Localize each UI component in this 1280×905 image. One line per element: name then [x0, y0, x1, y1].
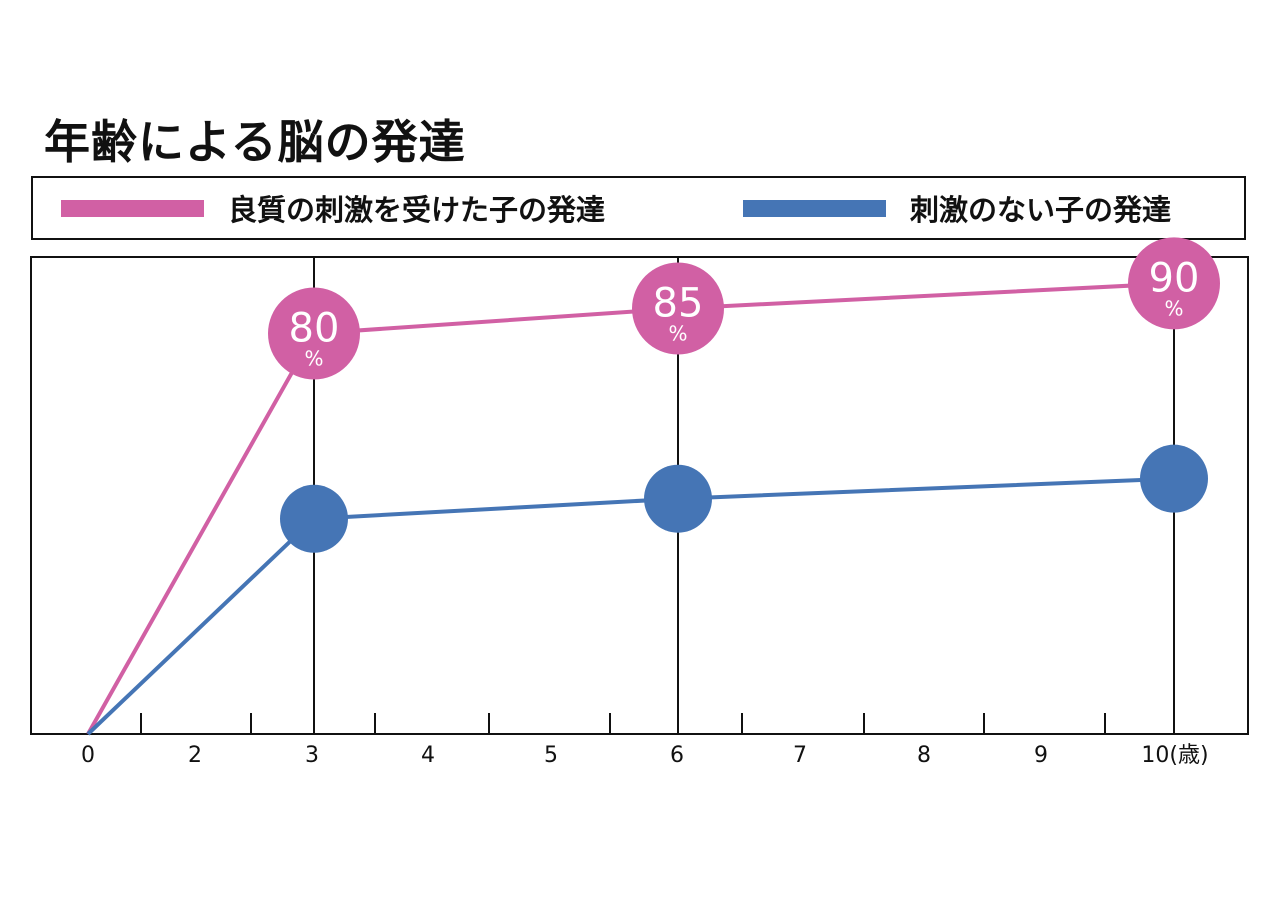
legend-label-unstimulated: 刺激のない子の発達 [910, 193, 1172, 227]
legend-swatch-unstimulated [743, 199, 886, 217]
data-label-unit: % [1164, 296, 1183, 320]
x-tick-label: 8 [917, 743, 931, 768]
legend-label-stimulated: 良質の刺激を受けた子の発達 [228, 193, 606, 227]
series-line-0 [86, 281, 1175, 735]
data-point-0 [268, 287, 360, 380]
data-point-0 [1128, 237, 1220, 330]
data-label-value: 80 [289, 305, 340, 351]
series-line-1 [86, 476, 1175, 736]
plot-frame [30, 256, 1249, 735]
x-tick-label: 10(歳) [1141, 743, 1208, 768]
x-tick-label: 9 [1034, 743, 1048, 768]
x-tick-label: 2 [188, 743, 202, 768]
legend: 良質の刺激を受けた子の発達 刺激のない子の発達 [31, 176, 1246, 240]
x-tick-label: 5 [544, 743, 558, 768]
x-tick-label: 6 [670, 743, 684, 768]
data-point-1 [280, 484, 348, 553]
x-tick-label: 3 [305, 743, 319, 768]
legend-swatch-stimulated [61, 199, 204, 217]
x-tick-label: 7 [793, 743, 807, 768]
legend-item-stimulated: 良質の刺激を受けた子の発達 [61, 178, 605, 238]
data-point-1 [1140, 444, 1208, 513]
x-tick-label: 0 [81, 743, 95, 768]
legend-item-unstimulated: 刺激のない子の発達 [743, 178, 1171, 238]
data-label-value: 90 [1149, 255, 1200, 301]
chart-title: 年齢による脳の発達 [44, 115, 466, 169]
x-tick-label: 4 [421, 743, 435, 768]
data-label-unit: % [304, 346, 323, 370]
data-point-0 [632, 262, 724, 355]
data-label-unit: % [668, 321, 687, 345]
data-point-1 [644, 464, 712, 533]
data-label-value: 85 [653, 280, 704, 326]
